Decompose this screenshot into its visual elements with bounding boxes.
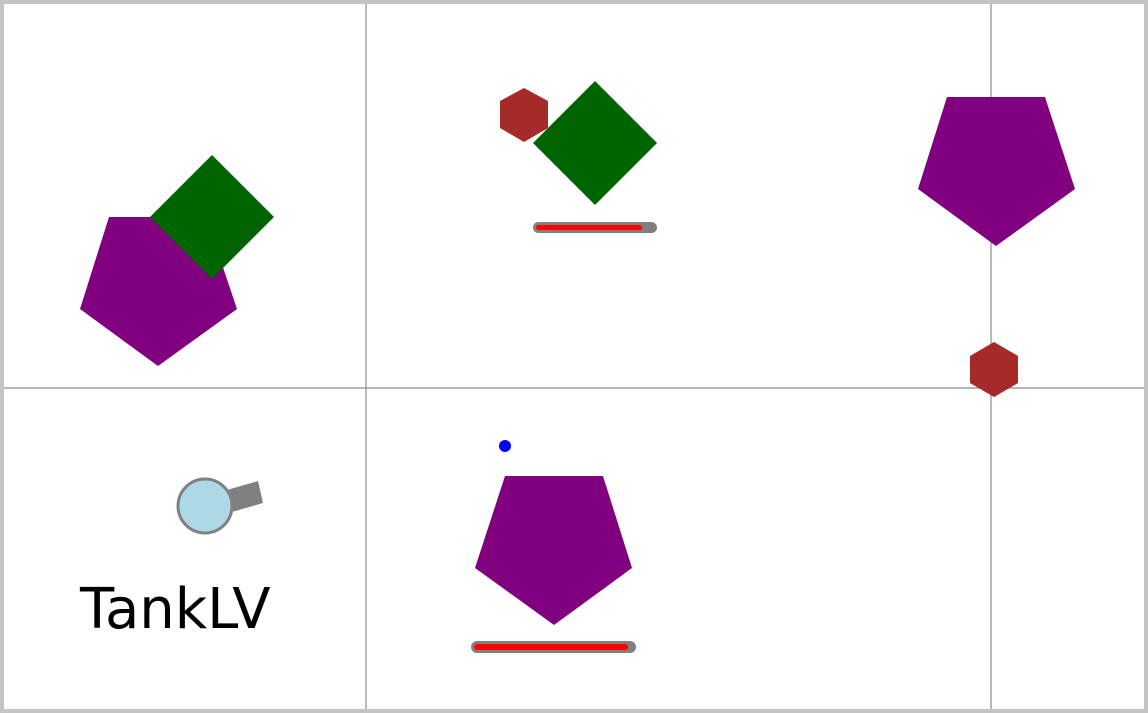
player-name-label: TankLV: [80, 577, 271, 642]
health-bar-fill: [474, 644, 629, 650]
hexagon-shape[interactable]: [500, 88, 548, 142]
square-shape[interactable]: [533, 81, 657, 205]
pentagon-shape[interactable]: [918, 97, 1075, 246]
health-bar: [533, 222, 657, 233]
health-bar: [471, 641, 636, 653]
square-shape[interactable]: [150, 155, 274, 279]
hexagon-shape[interactable]: [970, 342, 1018, 397]
bullet: [499, 440, 511, 452]
health-bar-fill: [536, 225, 643, 230]
player-tank[interactable]: [176, 477, 263, 535]
game-board: [4, 4, 1144, 709]
tank-body: [176, 477, 234, 535]
pentagon-shape[interactable]: [475, 476, 632, 625]
